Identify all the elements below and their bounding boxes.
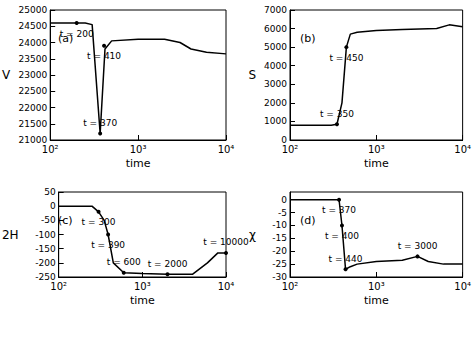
svg-text:V: V — [2, 68, 11, 82]
svg-text:(d): (d) — [300, 214, 316, 227]
svg-text:-250: -250 — [35, 272, 56, 282]
svg-text:t = 370: t = 370 — [83, 118, 117, 128]
svg-text:t = 600: t = 600 — [107, 257, 141, 267]
svg-text:24500: 24500 — [19, 21, 48, 31]
svg-text:S: S — [248, 68, 256, 82]
svg-text:t = 400: t = 400 — [325, 231, 359, 241]
svg-text:-20: -20 — [272, 246, 287, 256]
svg-text:10³: 10³ — [134, 281, 151, 292]
svg-text:0: 0 — [50, 201, 56, 211]
svg-text:10²: 10² — [282, 144, 299, 155]
svg-text:10²: 10² — [42, 144, 59, 155]
svg-text:10⁴: 10⁴ — [454, 144, 471, 155]
svg-text:-15: -15 — [272, 233, 287, 243]
svg-text:time: time — [130, 294, 155, 307]
svg-text:time: time — [364, 157, 389, 170]
svg-text:7000: 7000 — [264, 5, 287, 15]
svg-text:-25: -25 — [272, 259, 287, 269]
svg-text:0: 0 — [281, 135, 287, 145]
svg-text:10⁴: 10⁴ — [454, 281, 471, 292]
svg-text:t = 440: t = 440 — [329, 254, 363, 264]
svg-text:10²: 10² — [282, 281, 299, 292]
svg-text:t = 300: t = 300 — [82, 217, 116, 227]
svg-text:1000: 1000 — [264, 116, 287, 126]
svg-text:(c): (c) — [58, 214, 73, 227]
svg-text:-50: -50 — [41, 215, 56, 225]
svg-text:t = 200: t = 200 — [59, 28, 94, 39]
svg-text:21500: 21500 — [19, 119, 48, 129]
svg-text:25000: 25000 — [19, 5, 48, 15]
svg-text:23500: 23500 — [19, 54, 48, 64]
svg-text:t = 410: t = 410 — [87, 51, 121, 61]
svg-text:5000: 5000 — [264, 42, 287, 52]
svg-text:10⁴: 10⁴ — [218, 281, 235, 292]
svg-text:3000: 3000 — [264, 79, 287, 89]
svg-text:-150: -150 — [35, 244, 56, 254]
svg-text:time: time — [364, 294, 389, 307]
svg-text:10³: 10³ — [368, 281, 385, 292]
svg-text:t = 350: t = 350 — [320, 109, 354, 119]
svg-text:t = 370: t = 370 — [322, 205, 356, 215]
svg-text:t = 10000: t = 10000 — [203, 237, 249, 247]
svg-text:23000: 23000 — [19, 70, 48, 80]
svg-text:-10: -10 — [272, 220, 287, 230]
svg-text:24000: 24000 — [19, 38, 48, 48]
svg-text:0: 0 — [281, 195, 287, 205]
svg-text:22000: 22000 — [19, 103, 48, 113]
svg-text:χ: χ — [249, 228, 256, 242]
svg-text:t = 2000: t = 2000 — [148, 259, 188, 269]
svg-text:t = 390: t = 390 — [91, 240, 125, 250]
svg-text:10³: 10³ — [130, 144, 147, 155]
svg-text:-200: -200 — [35, 258, 56, 268]
svg-text:t = 3000: t = 3000 — [398, 241, 438, 251]
svg-text:2000: 2000 — [264, 98, 287, 108]
svg-text:(a): (a) — [58, 32, 73, 45]
svg-text:2H: 2H — [2, 228, 19, 242]
svg-text:t = 450: t = 450 — [329, 53, 363, 63]
svg-text:4000: 4000 — [264, 61, 287, 71]
svg-text:50: 50 — [44, 187, 56, 197]
svg-text:-100: -100 — [35, 230, 56, 240]
svg-text:10³: 10³ — [368, 144, 385, 155]
svg-text:-5: -5 — [278, 208, 287, 218]
svg-text:6000: 6000 — [264, 24, 287, 34]
svg-text:10⁴: 10⁴ — [218, 144, 235, 155]
svg-text:22500: 22500 — [19, 86, 48, 96]
svg-text:-30: -30 — [272, 272, 287, 282]
svg-text:10²: 10² — [50, 281, 67, 292]
svg-text:(b): (b) — [300, 32, 316, 45]
svg-text:21000: 21000 — [18, 135, 48, 145]
svg-text:time: time — [126, 157, 151, 170]
